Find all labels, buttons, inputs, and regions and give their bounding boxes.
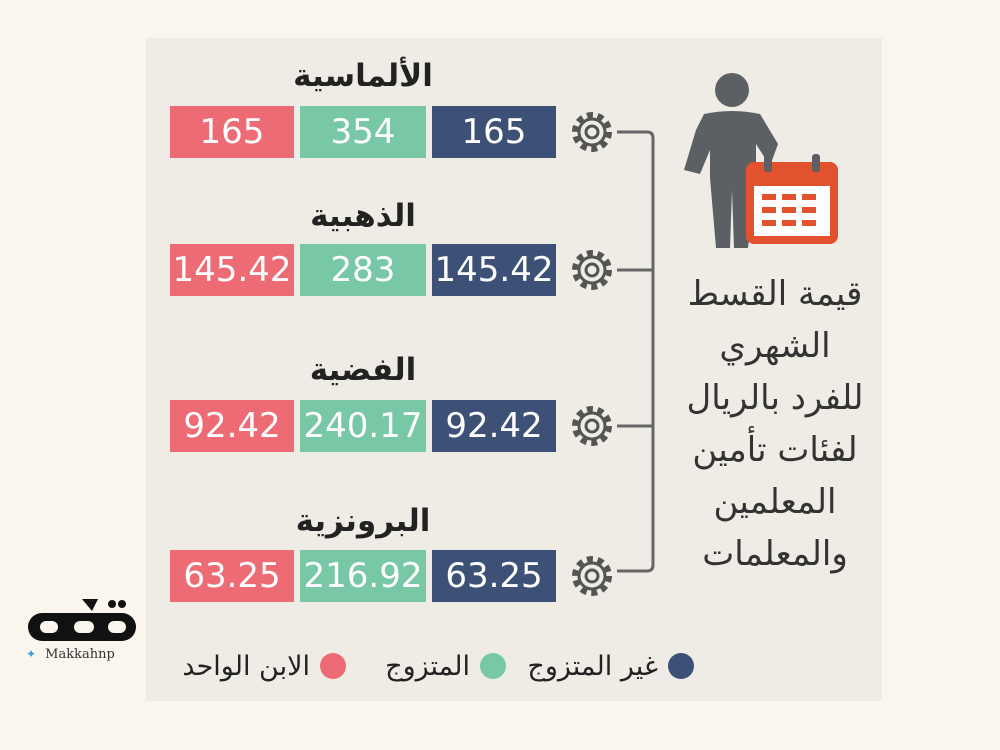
legend-child: الابن الواحد — [166, 648, 346, 684]
legend-label: غير المتزوج — [527, 650, 658, 682]
gear-icon — [572, 406, 612, 446]
value-single-bronze: 63.25 — [432, 550, 556, 602]
person-calendar-icon — [684, 73, 838, 248]
twitter-icon: ✦ — [26, 647, 37, 661]
connector-lines — [617, 130, 655, 573]
value-child-bronze: 63.25 — [170, 550, 294, 602]
logo-handle: Makkahnp — [45, 647, 115, 662]
value-child-silver: 92.42 — [170, 400, 294, 452]
title-line: للفرد بالريال — [686, 378, 864, 418]
legend-dot-red — [320, 653, 346, 679]
gear-icon — [572, 250, 612, 290]
tier-title-gold: الذهبية — [310, 198, 416, 234]
title-line: لفئات تأمين — [692, 430, 858, 470]
legend-label: المتزوج — [385, 650, 470, 682]
makkah-logo: ✦ Makkahnp — [26, 595, 142, 662]
tier-title-silver: الفضية — [309, 352, 417, 388]
legend-dot-blue — [668, 653, 694, 679]
gear-icon — [572, 112, 612, 152]
title-line: المعلمين — [713, 482, 837, 522]
legend-label: الابن الواحد — [182, 650, 310, 682]
value-single-diamond: 165 — [432, 106, 556, 158]
value-married-gold: 283 — [300, 244, 426, 296]
value-married-bronze: 216.92 — [300, 550, 426, 602]
tier-title-diamond: الألماسية — [293, 58, 433, 94]
value-child-gold: 145.42 — [170, 244, 294, 296]
title-line: الشهري — [719, 326, 831, 366]
value-child-diamond: 165 — [170, 106, 294, 158]
tier-title-bronze: البرونزية — [295, 503, 431, 539]
value-married-silver: 240.17 — [300, 400, 426, 452]
value-single-gold: 145.42 — [432, 244, 556, 296]
infographic-title: قيمة القسط الشهري للفرد بالريال لفئات تأ… — [672, 268, 878, 580]
title-line: والمعلمات — [702, 534, 848, 574]
legend-single: غير المتزوج — [524, 648, 694, 684]
value-single-silver: 92.42 — [432, 400, 556, 452]
legend-dot-green — [480, 653, 506, 679]
title-line: قيمة القسط — [687, 274, 863, 314]
gear-icon — [572, 556, 612, 596]
legend-married: المتزوج — [378, 648, 506, 684]
value-married-diamond: 354 — [300, 106, 426, 158]
makkah-logo-mark-icon — [28, 599, 136, 641]
